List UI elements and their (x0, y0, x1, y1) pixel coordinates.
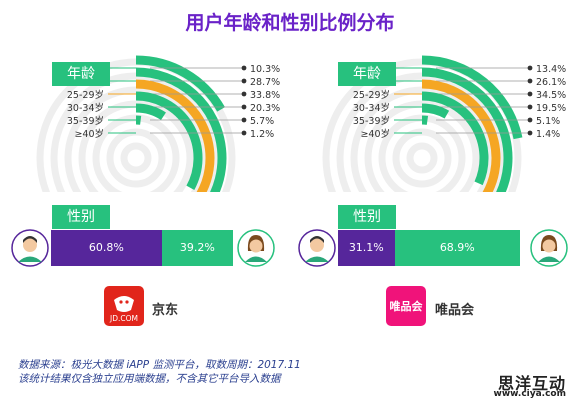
value-dot (527, 65, 533, 71)
age-value-label: 1.4% (536, 129, 560, 140)
value-dot (527, 104, 533, 110)
gender-tag: 性别 (338, 205, 396, 229)
watermark-title: 思洋互动 (497, 374, 566, 393)
age-category-label: 30-34岁 (67, 102, 104, 114)
jd-logo: JD.COM (104, 286, 144, 326)
gender-bar-vip: 31.1% 68.9% (338, 230, 520, 266)
age-arc (135, 67, 227, 192)
value-dot (527, 130, 533, 136)
jd-logo-text: JD.COM (109, 314, 138, 323)
vip-logo: 唯品会 (386, 286, 426, 326)
age-value-label: 5.1% (536, 116, 560, 127)
age-tag: 年龄 (338, 62, 396, 86)
age-category-label: 25-29岁 (67, 89, 104, 101)
value-dot (241, 130, 247, 136)
page-title: 用户年龄和性别比例分布 (185, 12, 395, 34)
background-ring (406, 142, 438, 174)
age-tag: 年龄 (52, 62, 110, 86)
male-avatar-icon (298, 229, 336, 267)
female-share-segment: 68.9% (394, 230, 520, 266)
age-category-label: 30-34岁 (353, 102, 390, 114)
age-value-label: 1.2% (250, 129, 274, 140)
value-dot (241, 104, 247, 110)
age-arc (421, 91, 489, 186)
gender-bar-jd: 60.8% 39.2% (51, 230, 233, 266)
watermark-url: www.ciya.com (493, 389, 566, 399)
age-category-label: 35-39岁 (67, 115, 104, 127)
age-arc (421, 67, 513, 192)
age-arc (421, 103, 450, 119)
age-value-label: 33.8% (250, 90, 280, 101)
age-category-label: ≥40岁 (360, 128, 390, 140)
background-ring (106, 128, 166, 188)
brand-name-vip: 唯品会 (435, 303, 475, 318)
age-value-label: 5.7% (250, 116, 274, 127)
value-dot (527, 91, 533, 97)
age-category-label: 25-29岁 (353, 89, 390, 101)
age-value-label: 20.3% (250, 103, 280, 114)
data-source-note: 数据来源：极光大数据 iAPP 监测平台，取数周期：2017.11 (18, 359, 301, 371)
age-value-label: 19.5% (536, 103, 566, 114)
female-avatar-icon (237, 229, 275, 267)
background-ring (64, 86, 208, 192)
age-arc (135, 55, 225, 112)
age-category-label: 35-39岁 (353, 115, 390, 127)
value-dot (241, 117, 247, 123)
age-value-label: 34.5% (536, 90, 566, 101)
brand-name-jd: 京东 (152, 303, 179, 318)
value-dot (241, 78, 247, 84)
value-dot (527, 78, 533, 84)
gender-tag: 性别 (52, 205, 110, 229)
background-ring (120, 142, 152, 174)
age-arc (135, 91, 203, 190)
male-share-segment: 60.8% (51, 230, 162, 266)
age-arc (421, 55, 523, 140)
background-ring (392, 128, 452, 188)
age-category-label: ≥40岁 (74, 128, 104, 140)
female-avatar-icon (530, 229, 568, 267)
age-value-label: 13.4% (536, 64, 566, 75)
data-scope-note: 该统计结果仅含独立应用端数据，不含其它平台导入数据 (18, 373, 281, 385)
background-ring (350, 86, 494, 192)
value-dot (241, 91, 247, 97)
age-value-label: 28.7% (250, 77, 280, 88)
age-ring-chart-vip: ≤19岁13.4%20-24岁26.1%25-29岁34.5%30-34岁19.… (322, 55, 566, 192)
age-arc (135, 103, 166, 121)
vip-logo-text: 唯品会 (390, 299, 424, 313)
age-value-label: 26.1% (536, 77, 566, 88)
value-dot (527, 117, 533, 123)
age-arc (135, 79, 215, 192)
value-dot (241, 65, 247, 71)
male-avatar-icon (11, 229, 49, 267)
male-share-segment: 31.1% (338, 230, 395, 266)
female-share-segment: 39.2% (161, 230, 233, 266)
age-value-label: 10.3% (250, 64, 280, 75)
